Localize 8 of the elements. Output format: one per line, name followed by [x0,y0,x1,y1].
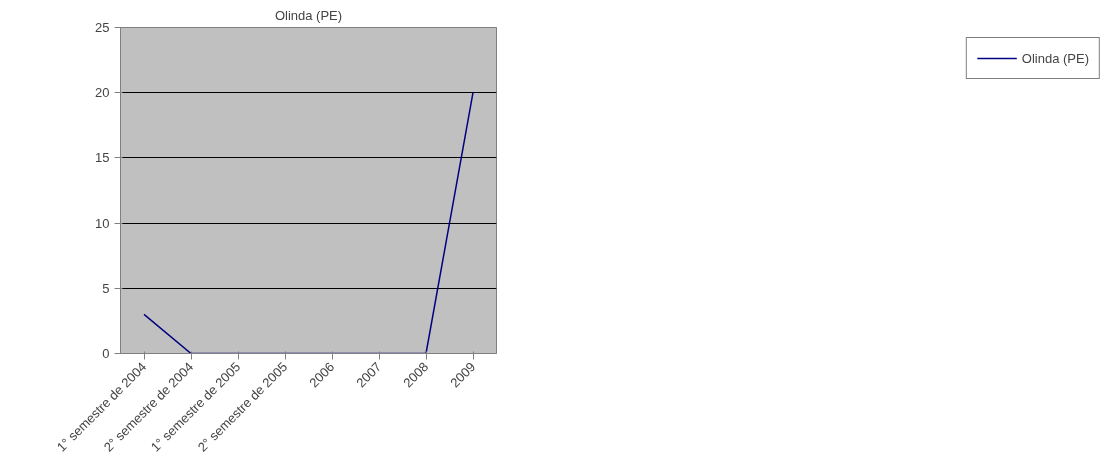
y-tick-label: 15 [95,150,110,166]
y-tick-label: 5 [102,280,110,296]
chart-title: Olinda (PE) [274,7,343,23]
y-tick-label: 25 [95,20,110,35]
legend-label: Olinda (PE) [1021,50,1089,66]
y-tick-label: 0 [102,346,110,361]
y-tick-label: 10 [95,215,110,231]
y-tick-label: 20 [95,85,110,101]
